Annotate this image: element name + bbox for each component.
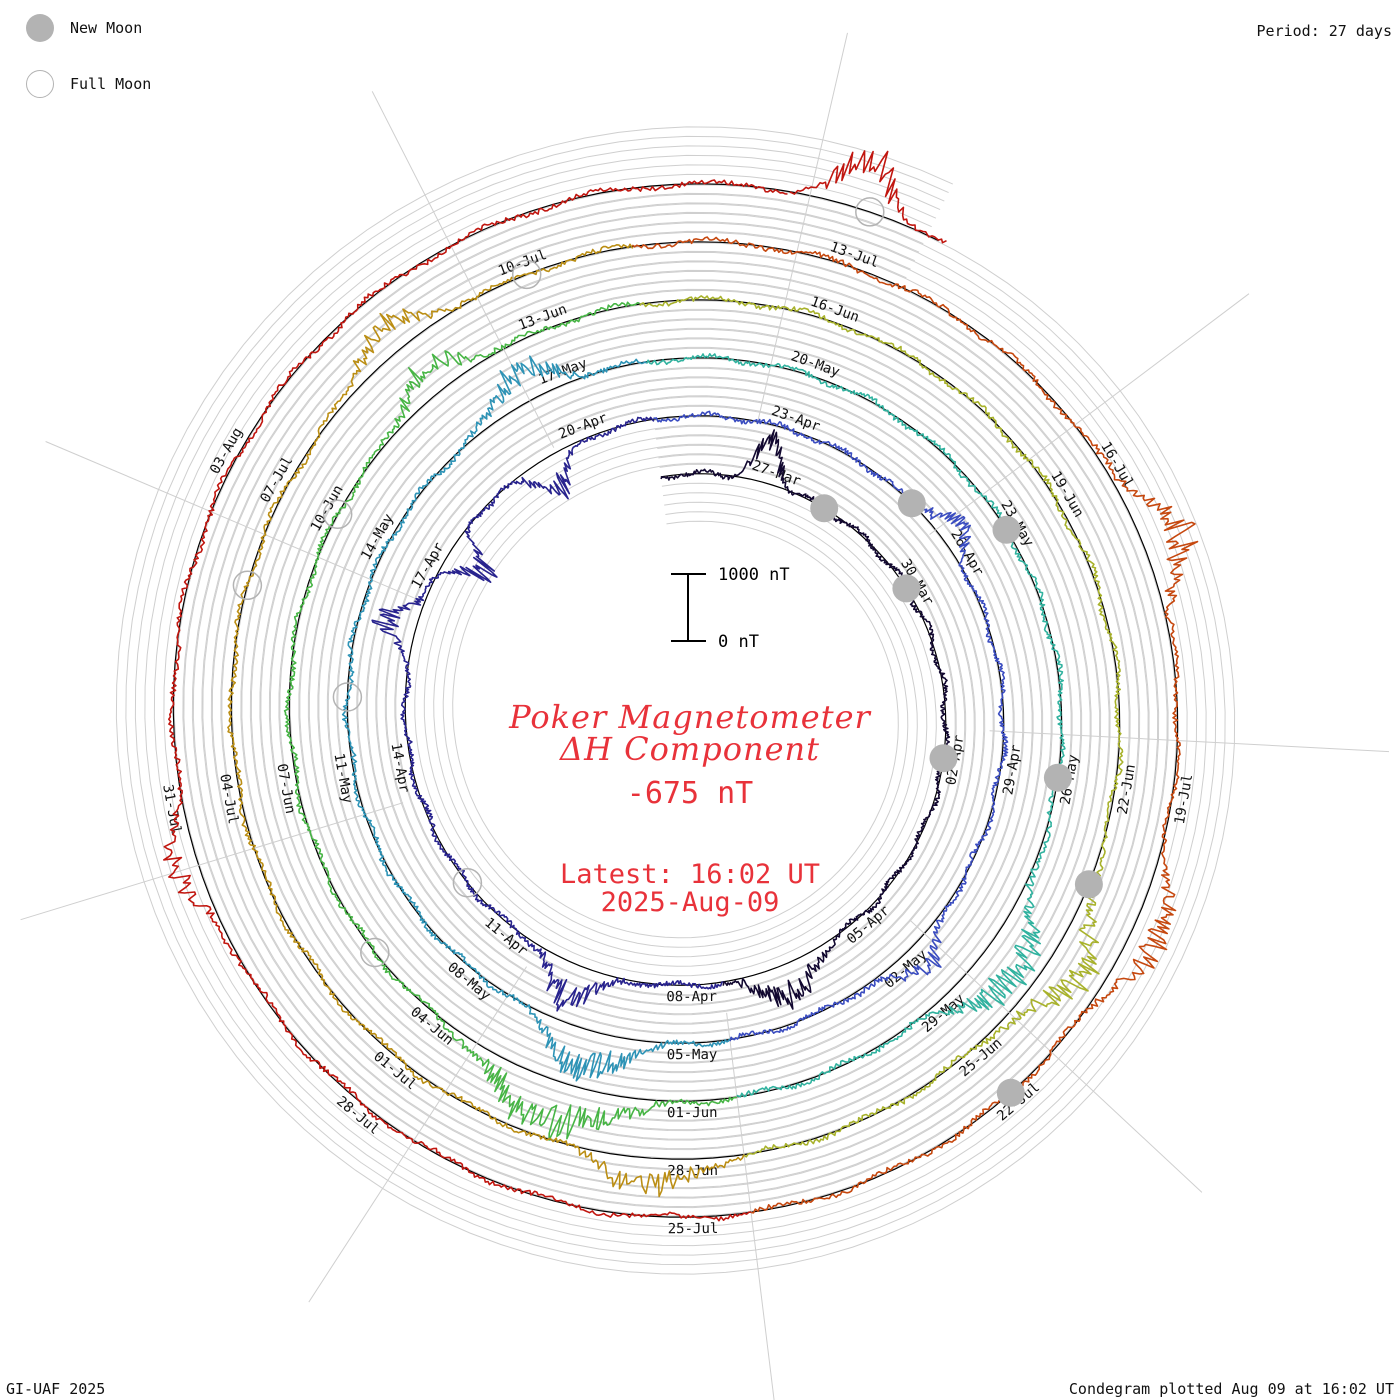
new-moon-label: New Moon <box>70 19 143 37</box>
rotation-trace <box>227 243 745 1198</box>
full-moon-marker <box>360 937 390 968</box>
trace-layer <box>163 150 1199 1222</box>
latest-date: 2025-Aug-09 <box>600 887 780 918</box>
radial-spoke <box>757 32 848 423</box>
credit-label: GI-UAF 2025 <box>6 1380 106 1398</box>
spiral-grid-line <box>153 164 1198 1237</box>
current-value: -675 nT <box>626 776 754 811</box>
rotation-trace <box>639 295 1124 1158</box>
rotation-trace <box>341 355 731 1082</box>
moon-marker-layer <box>232 197 1103 1107</box>
full-moon-marker <box>855 197 885 227</box>
full-moon-marker <box>232 570 263 601</box>
full-moon-label: Full Moon <box>70 75 152 93</box>
rotation-trace <box>163 187 752 1222</box>
new-moon-marker <box>929 744 958 773</box>
radial-spoke <box>20 802 404 921</box>
rotation-trace <box>789 150 947 244</box>
new-moon-marker <box>996 1078 1025 1107</box>
date-label: 25-Jul <box>668 1221 719 1237</box>
date-label: 01-Jun <box>667 1105 718 1121</box>
rotation-trace <box>283 301 738 1141</box>
spiral-grid-line <box>144 154 1207 1247</box>
date-label: 05-May <box>667 1047 718 1063</box>
rotation-trace <box>624 179 788 195</box>
radial-spoke <box>989 730 1390 753</box>
date-label: 08-Apr <box>666 989 717 1005</box>
full-moon-marker <box>322 499 353 530</box>
spiral-grid-line <box>125 135 1226 1266</box>
spiral-grid-line <box>134 145 1217 1256</box>
new-moon-marker <box>1043 763 1072 792</box>
spiral-grid-line <box>182 192 1169 1209</box>
rotation-trace <box>646 353 1066 1098</box>
scale-bar-bottom-label: 0 nT <box>718 632 759 652</box>
rotation-trace <box>653 410 1009 1042</box>
legend-full-moon: Full Moon <box>26 68 151 100</box>
spiral-baseline <box>172 183 1179 1218</box>
new-moon-marker <box>810 494 839 523</box>
new-moon-marker <box>992 515 1021 544</box>
spiral-grid-line <box>191 202 1160 1199</box>
latest-time: Latest: 16:02 UT <box>559 859 821 890</box>
date-label: 19-Jul <box>1172 773 1196 826</box>
radial-spoke <box>371 91 555 448</box>
grid-layer <box>20 32 1390 1400</box>
rotation-trace <box>371 416 724 1012</box>
new-moon-marker <box>897 489 926 518</box>
radial-spoke <box>929 293 1250 535</box>
spiral-grid-line <box>163 173 1188 1228</box>
chart-title-line2: ΔH Component <box>559 730 821 768</box>
spiral-grid-line <box>115 126 1236 1275</box>
period-label: Period: 27 days <box>1256 22 1392 40</box>
radial-spoke <box>308 966 528 1303</box>
full-moon-marker <box>511 259 542 290</box>
scale-bar-top-label: 1000 nT <box>718 565 790 585</box>
rotation-trace <box>631 236 1199 1214</box>
plotted-timestamp: Condegram plotted Aug 09 at 16:02 UT <box>1068 1380 1394 1398</box>
full-moon-icon <box>26 70 54 98</box>
radial-spoke <box>909 919 1203 1193</box>
full-moon-marker <box>452 867 483 898</box>
full-moon-marker <box>332 682 363 712</box>
new-moon-icon <box>26 14 54 42</box>
new-moon-marker <box>892 574 921 603</box>
new-moon-marker <box>1074 870 1103 899</box>
scale-bar: 1000 nT 0 nT <box>671 565 790 652</box>
radial-spoke <box>45 441 414 599</box>
spiral-grid-line <box>220 230 1131 1171</box>
spiral-grid-line <box>201 211 1150 1190</box>
chart-title-line1: Poker Magnetometer <box>509 698 871 736</box>
radial-spoke <box>726 1012 775 1400</box>
rotation-trace <box>660 429 951 1010</box>
legend-new-moon: New Moon <box>26 12 142 44</box>
